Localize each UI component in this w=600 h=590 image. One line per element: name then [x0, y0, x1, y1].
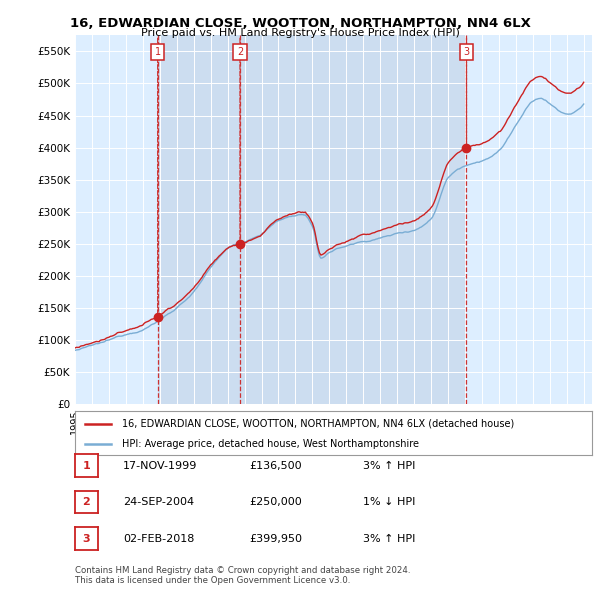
- Text: 02-FEB-2018: 02-FEB-2018: [123, 534, 194, 543]
- Text: 1% ↓ HPI: 1% ↓ HPI: [363, 497, 415, 507]
- Text: 17-NOV-1999: 17-NOV-1999: [123, 461, 197, 470]
- Text: 1: 1: [155, 47, 161, 57]
- Text: 24-SEP-2004: 24-SEP-2004: [123, 497, 194, 507]
- Text: 16, EDWARDIAN CLOSE, WOOTTON, NORTHAMPTON, NN4 6LX (detached house): 16, EDWARDIAN CLOSE, WOOTTON, NORTHAMPTO…: [122, 419, 514, 428]
- Text: 16, EDWARDIAN CLOSE, WOOTTON, NORTHAMPTON, NN4 6LX: 16, EDWARDIAN CLOSE, WOOTTON, NORTHAMPTO…: [70, 17, 530, 30]
- Text: Contains HM Land Registry data © Crown copyright and database right 2024.
This d: Contains HM Land Registry data © Crown c…: [75, 566, 410, 585]
- Text: £250,000: £250,000: [249, 497, 302, 507]
- Text: 3: 3: [463, 47, 470, 57]
- Text: Price paid vs. HM Land Registry's House Price Index (HPI): Price paid vs. HM Land Registry's House …: [140, 28, 460, 38]
- Bar: [158, 35, 240, 404]
- Text: 2: 2: [83, 497, 90, 507]
- Text: 3% ↑ HPI: 3% ↑ HPI: [363, 461, 415, 470]
- Text: 2: 2: [237, 47, 243, 57]
- Text: £399,950: £399,950: [249, 534, 302, 543]
- Text: 1: 1: [83, 461, 90, 470]
- Text: HPI: Average price, detached house, West Northamptonshire: HPI: Average price, detached house, West…: [122, 439, 419, 449]
- Text: 3% ↑ HPI: 3% ↑ HPI: [363, 534, 415, 543]
- Text: £136,500: £136,500: [249, 461, 302, 470]
- Text: 3: 3: [83, 534, 90, 543]
- Bar: [240, 35, 466, 404]
